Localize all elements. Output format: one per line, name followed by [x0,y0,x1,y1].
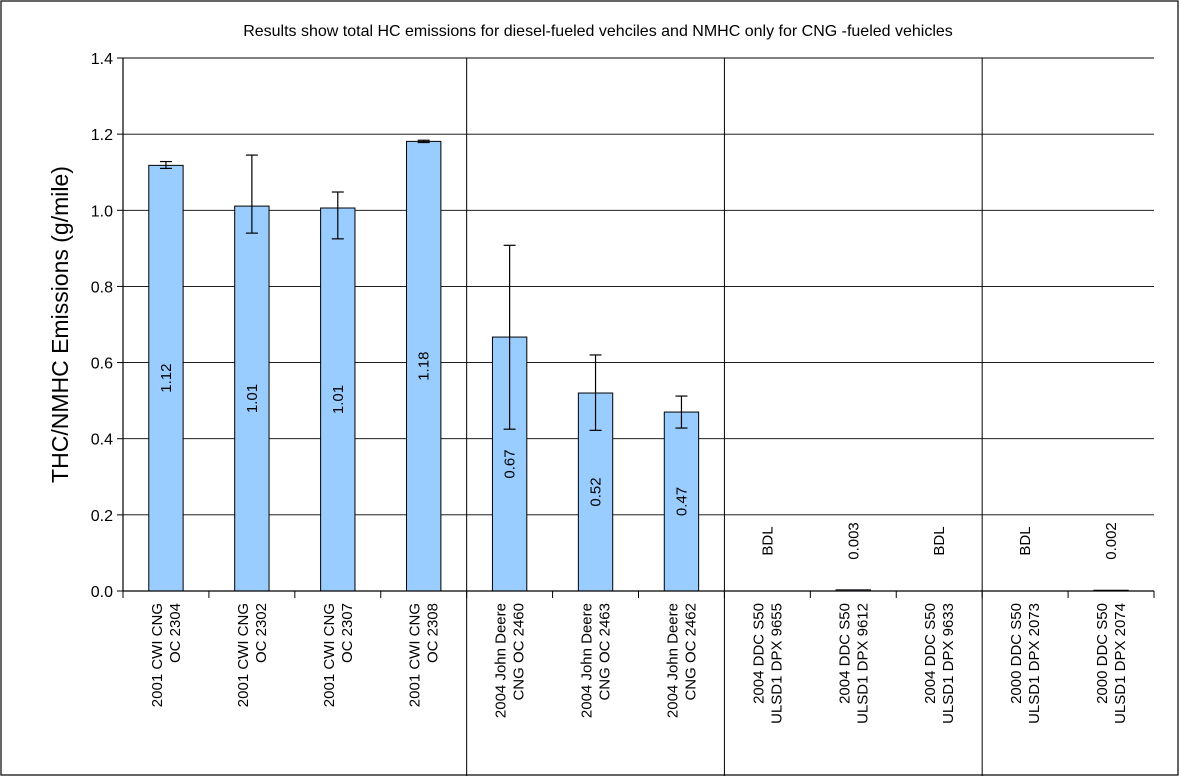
data-label: 0.47 [673,487,690,516]
bar [406,140,442,592]
x-axis-labels: 2001 CWI CNGOC 2304 2001 CWI CNGOC 2302 20… [122,591,1155,724]
x-tick-label: 2000 DDC S50ULSD1 DPX 2074 [1094,603,1129,724]
data-label: 1.18 [416,352,433,381]
data-label: BDL [931,526,948,555]
x-tick-label: 2001 CWI CNGOC 2307 [321,603,356,707]
chart-title: Results show total HC emissions for dies… [243,23,953,40]
x-tick-label: 2004 DDC S50ULSD1 DPX 9633 [922,603,957,724]
x-tick-label: 2001 CWI CNGOC 2308 [407,603,442,707]
y-tick-label: 0.0 [91,584,113,601]
x-tick-label: 2004 John DeereCNG OC 2462 [664,603,699,718]
data-label: 0.002 [1103,522,1120,560]
x-tick-label: 2004 DDC S50ULSD1 DPX 9655 [750,603,785,724]
error-bars [159,139,688,431]
y-tick-label: 1.0 [91,203,113,220]
bar [148,164,184,592]
x-tick-label: 2004 DDC S50ULSD1 DPX 9612 [836,603,871,724]
x-tick-label: 2001 CWI CNGOC 2302 [235,603,270,707]
x-tick-label: 2004 John DeereCNG OC 2460 [493,603,528,718]
bar [320,207,356,592]
y-tick-label: 0.4 [91,432,113,449]
y-axis-label: THC/NMHC Emissions (g/mile) [47,166,73,483]
data-label: 1.01 [244,384,261,413]
y-axis-ticks: 0.0 0.2 0.4 0.6 0.8 1.0 1.2 1.4 [91,51,123,601]
x-tick-label: 2004 John DeereCNG OC 2463 [579,603,614,718]
data-label: 0.003 [845,522,862,560]
x-tick-label: 2001 CWI CNGOC 2304 [149,603,184,707]
data-label: BDL [1017,526,1034,555]
group-separators [466,58,983,776]
y-tick-label: 0.6 [91,356,113,373]
y-tick-label: 1.2 [91,127,113,144]
data-label: 0.52 [588,477,605,506]
y-tick-label: 0.2 [91,508,113,525]
data-label: BDL [759,526,776,555]
bar [663,411,700,592]
axes [122,58,1154,592]
data-labels: 1.12 1.01 1.01 1.18 0.67 0.52 0.47 BDL 0.003 BDL B… [158,352,1120,560]
y-tick-label: 1.4 [91,51,113,68]
x-tick-label: 2000 DDC S50ULSD1 DPX 2073 [1008,603,1043,724]
data-label: 1.01 [330,385,347,414]
data-label: 1.12 [158,364,175,393]
y-tick-label: 0.8 [91,279,113,296]
data-label: 0.67 [502,449,519,478]
